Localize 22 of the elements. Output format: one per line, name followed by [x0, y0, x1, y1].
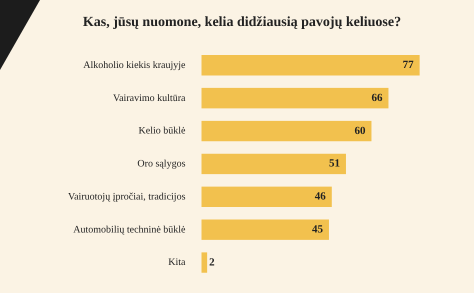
bar [201, 154, 346, 174]
bar [201, 88, 388, 108]
y-tick-label: Kita [168, 257, 186, 268]
y-tick-label: Kelio būklė [138, 126, 186, 137]
bar [201, 252, 208, 273]
bar [201, 120, 372, 142]
y-tick-label: Automobilių techninė būklė [73, 224, 186, 236]
data-label: 2 [209, 256, 216, 268]
data-label: 66 [371, 92, 383, 104]
bar [201, 55, 420, 76]
data-label: 51 [328, 158, 340, 170]
y-tick-label: Alkoholio kiekis kraujyje [83, 60, 186, 71]
data-label: 46 [314, 190, 326, 203]
y-tick-label: Vairuotojų įpročiai, tradicijos [68, 191, 186, 202]
data-label: 45 [312, 224, 324, 236]
chart-title: Kas, jūsų nuomone, kelia didžiausią pavojų keliuose? [82, 15, 402, 30]
y-tick-label: Vairavimo kultūra [112, 92, 186, 104]
bar [201, 186, 332, 207]
y-tick-label: Oro sąlygos [137, 158, 186, 170]
data-label: 60 [354, 124, 366, 137]
data-label: 77 [402, 59, 414, 72]
bar [201, 219, 329, 240]
